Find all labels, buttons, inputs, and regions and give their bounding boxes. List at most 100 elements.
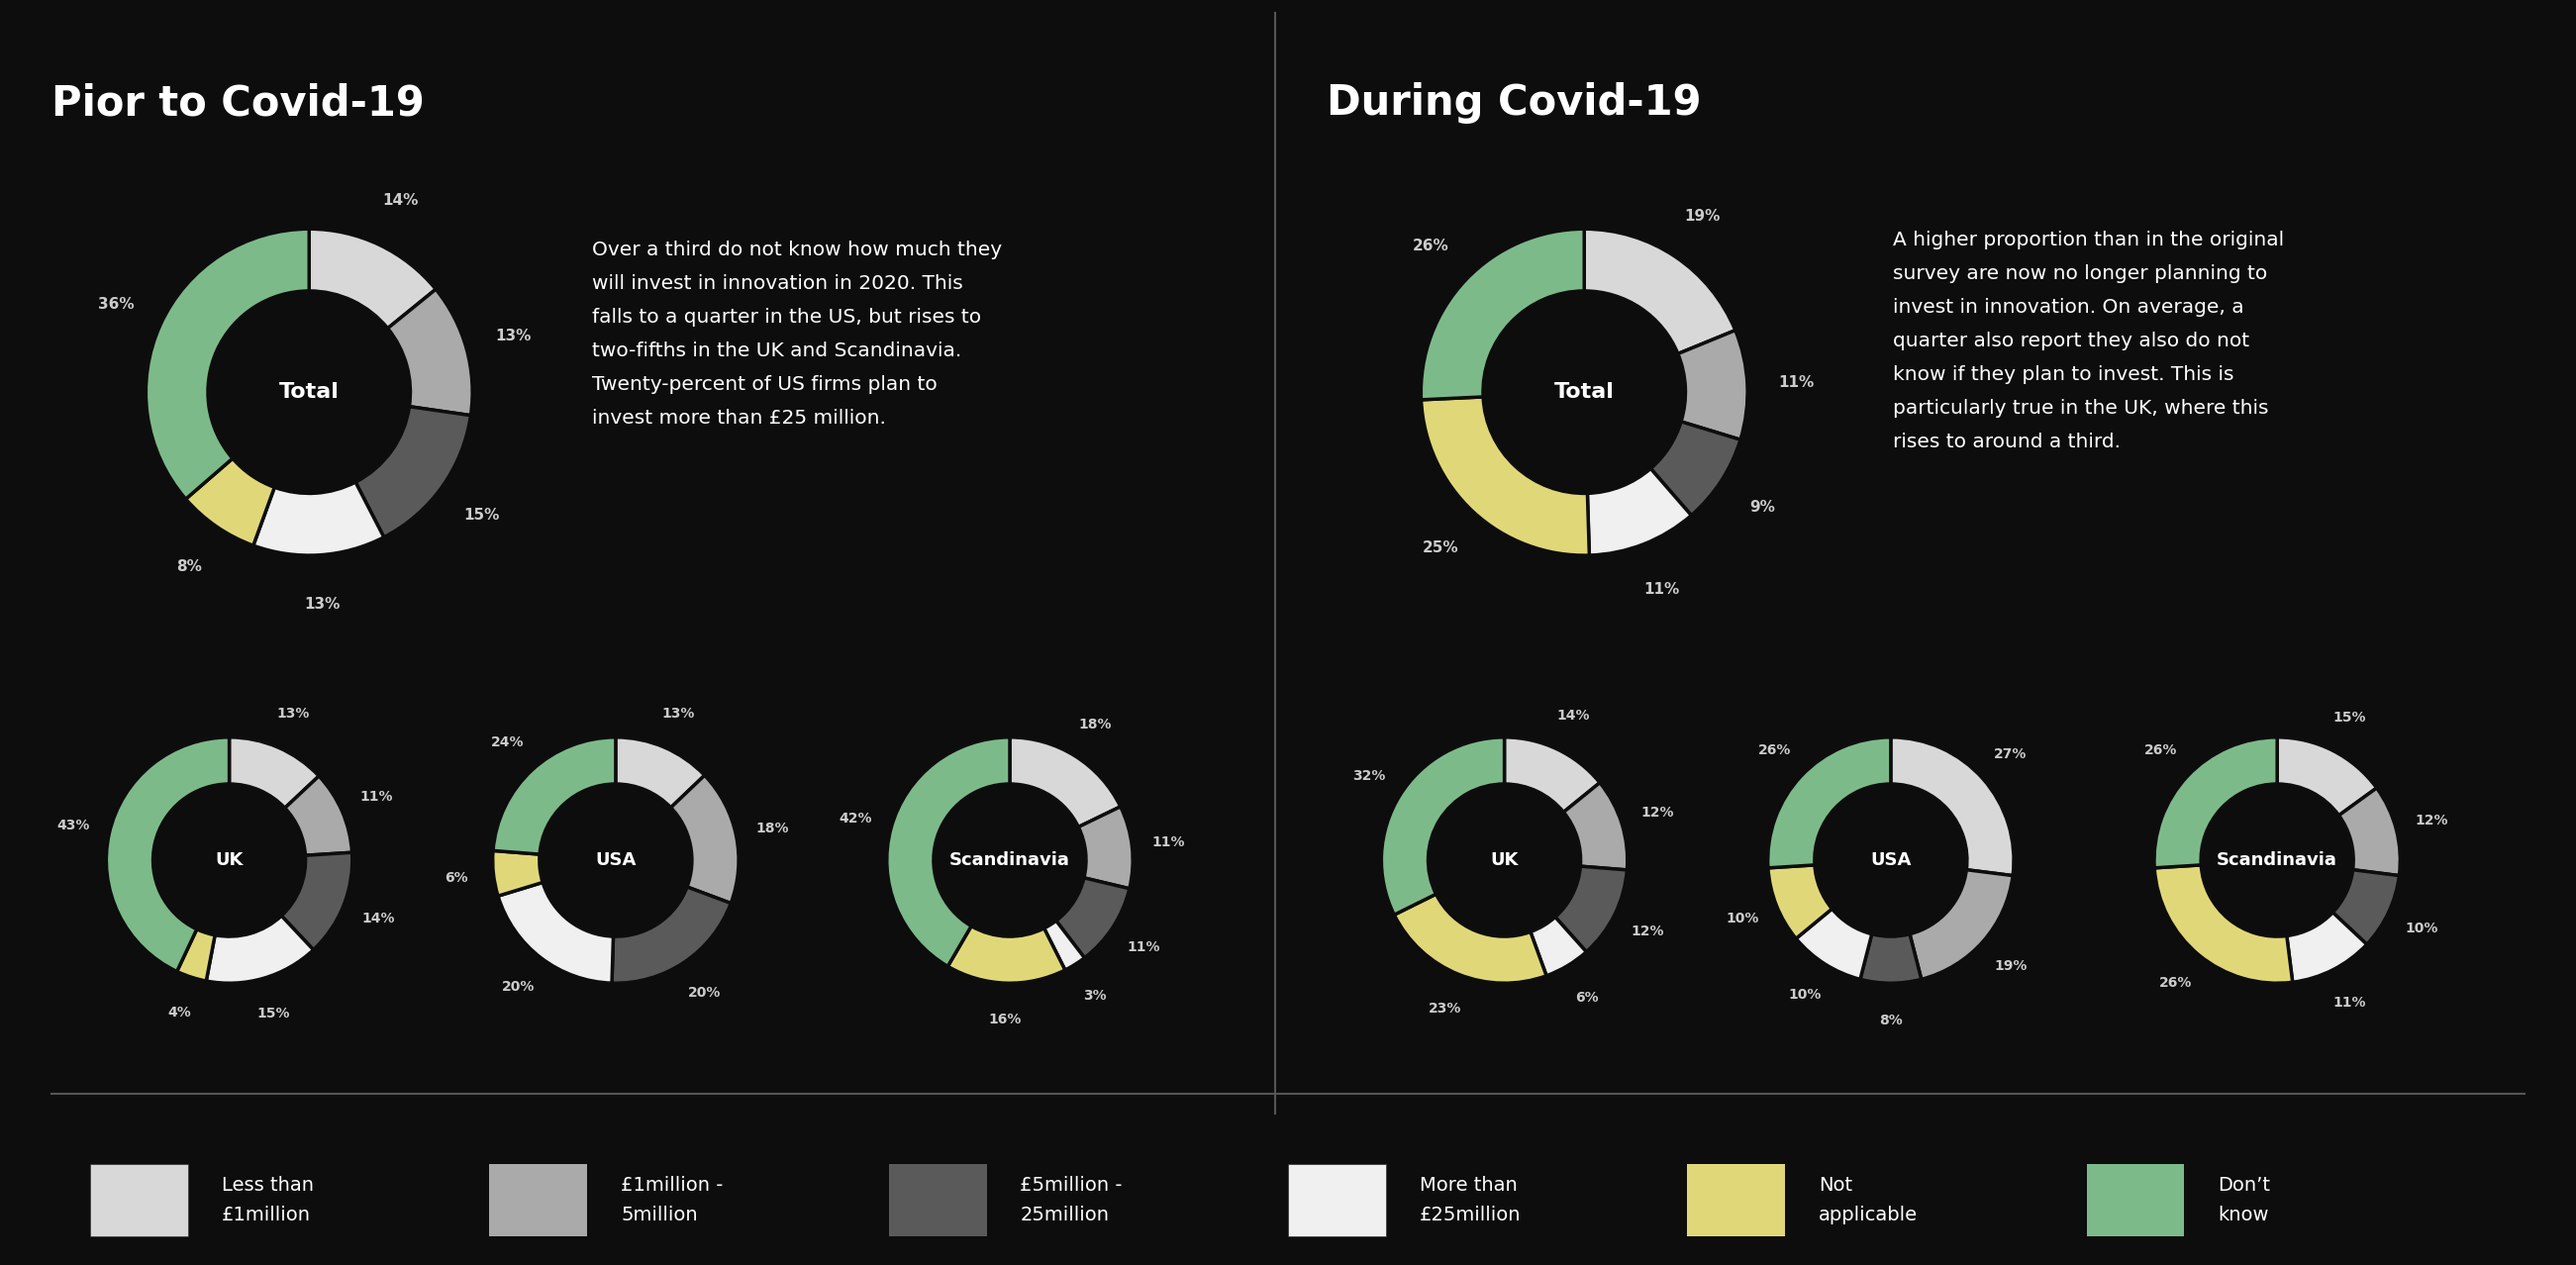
Text: 15%: 15% [2334,711,2367,725]
Text: 11%: 11% [1151,836,1185,850]
Wedge shape [1860,934,1922,983]
Wedge shape [355,406,471,538]
FancyBboxPatch shape [1288,1164,1386,1237]
Text: £1million -
5million: £1million - 5million [621,1176,724,1225]
Wedge shape [1010,737,1121,827]
FancyBboxPatch shape [489,1164,587,1237]
Wedge shape [1504,737,1600,812]
Wedge shape [1795,908,1873,979]
Text: 13%: 13% [304,597,340,611]
Text: 9%: 9% [1749,500,1775,515]
Wedge shape [206,916,314,983]
Text: 26%: 26% [1412,238,1448,253]
Text: Total: Total [278,382,340,402]
Wedge shape [1767,865,1832,939]
Text: 23%: 23% [1430,1002,1461,1016]
Text: 12%: 12% [1631,925,1664,939]
Wedge shape [2277,737,2378,816]
FancyBboxPatch shape [2087,1164,2184,1237]
Text: 43%: 43% [57,818,90,832]
Text: 6%: 6% [1574,990,1597,1004]
Text: 15%: 15% [464,507,500,522]
Text: USA: USA [595,851,636,869]
Wedge shape [670,775,739,903]
Wedge shape [178,930,214,980]
Text: 13%: 13% [276,707,309,721]
Text: 4%: 4% [167,1006,191,1020]
Wedge shape [1079,807,1133,888]
Text: 11%: 11% [1777,374,1814,390]
Text: 36%: 36% [98,296,134,311]
Wedge shape [2334,870,2398,945]
Text: 10%: 10% [2406,921,2439,935]
Text: 18%: 18% [755,821,788,835]
Text: Over a third do not know how much they
will invest in innovation in 2020. This
f: Over a third do not know how much they w… [592,240,1002,428]
Text: 3%: 3% [1082,989,1108,1003]
Text: 15%: 15% [258,1007,291,1021]
Wedge shape [1891,737,2014,875]
Wedge shape [229,737,319,808]
Wedge shape [1587,468,1692,555]
Wedge shape [106,737,229,972]
Text: 8%: 8% [1878,1013,1904,1027]
Circle shape [1484,291,1685,493]
Circle shape [2200,784,2354,936]
FancyBboxPatch shape [1687,1164,1785,1237]
Text: 13%: 13% [662,706,696,720]
Wedge shape [1564,783,1628,870]
Text: 6%: 6% [446,870,469,884]
Wedge shape [1677,330,1747,440]
Text: 19%: 19% [1685,209,1721,224]
Text: 25%: 25% [1422,540,1458,555]
Wedge shape [1043,921,1084,970]
Wedge shape [1056,878,1128,958]
Text: During Covid-19: During Covid-19 [1327,82,1700,124]
Wedge shape [1530,917,1587,975]
Text: 19%: 19% [1994,959,2027,973]
Circle shape [933,784,1087,936]
FancyBboxPatch shape [889,1164,987,1237]
Wedge shape [1422,397,1589,555]
Text: 11%: 11% [1643,582,1680,597]
Wedge shape [613,887,732,983]
Wedge shape [492,737,616,854]
Text: 11%: 11% [2334,996,2367,1009]
Text: 26%: 26% [2159,977,2192,990]
Wedge shape [185,458,276,545]
Wedge shape [2339,788,2401,875]
Text: 42%: 42% [840,812,873,825]
Wedge shape [1394,894,1546,983]
FancyBboxPatch shape [90,1164,188,1237]
Wedge shape [2154,737,2277,868]
Text: £5million -
25million: £5million - 25million [1020,1176,1123,1225]
Text: UK: UK [1492,851,1517,869]
Circle shape [152,784,307,936]
Text: A higher proportion than in the original
survey are now no longer planning to
in: A higher proportion than in the original… [1893,230,2285,450]
Text: Scandinavia: Scandinavia [951,851,1069,869]
Wedge shape [147,229,309,498]
Text: 11%: 11% [1128,940,1162,954]
Circle shape [538,784,693,936]
Text: 12%: 12% [2416,813,2450,827]
Text: 27%: 27% [1994,748,2027,762]
Wedge shape [1767,737,1891,868]
Text: 14%: 14% [1556,708,1589,722]
Text: 20%: 20% [502,980,536,994]
Wedge shape [1651,421,1741,515]
Wedge shape [1909,870,2012,979]
Text: 24%: 24% [489,736,523,750]
Wedge shape [492,850,544,896]
Text: Total: Total [1553,382,1615,402]
Circle shape [209,291,410,493]
Text: 14%: 14% [361,912,394,926]
Text: 16%: 16% [989,1013,1020,1027]
Wedge shape [886,737,1010,966]
Wedge shape [1381,737,1504,915]
Wedge shape [1556,867,1628,951]
Text: USA: USA [1870,851,1911,869]
Text: 8%: 8% [175,559,201,574]
Wedge shape [309,229,435,329]
Wedge shape [252,482,384,555]
Text: 14%: 14% [381,194,417,207]
Text: 11%: 11% [361,789,392,803]
